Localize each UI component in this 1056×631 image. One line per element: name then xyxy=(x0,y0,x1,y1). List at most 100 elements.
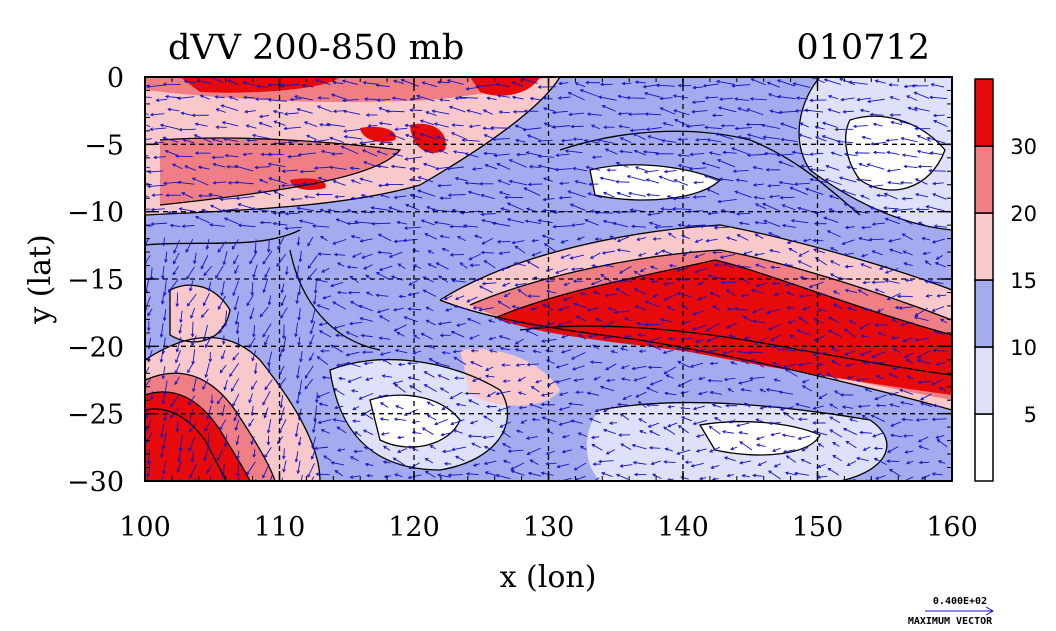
wind-vector-head xyxy=(655,83,660,88)
wind-vector-head xyxy=(676,268,681,272)
wind-vector-head xyxy=(572,279,577,284)
wind-vector-head xyxy=(932,348,937,353)
wind-vector-head xyxy=(297,391,302,396)
wind-vector xyxy=(181,192,193,199)
wind-vector-head xyxy=(490,126,494,130)
wind-vector-head xyxy=(469,336,473,340)
wind-vector xyxy=(330,344,343,353)
wind-vector-head xyxy=(335,218,340,222)
wind-vector-head xyxy=(874,79,879,83)
wind-vector-head xyxy=(673,179,678,183)
wind-vector-head xyxy=(638,418,643,422)
wind-vector-head xyxy=(264,386,268,391)
wind-vector xyxy=(707,139,722,143)
wind-vector-head xyxy=(139,95,142,98)
wind-vector-head xyxy=(380,432,385,436)
wind-vector xyxy=(523,187,541,196)
wind-vector-head xyxy=(738,430,743,435)
y-tick-label: −15 xyxy=(67,265,124,296)
wind-vector xyxy=(731,147,750,155)
wind-vector-head xyxy=(341,79,346,83)
wind-vector-head xyxy=(393,417,398,422)
wind-vector xyxy=(189,280,194,291)
wind-vector-head xyxy=(215,108,220,112)
wind-vector xyxy=(513,320,524,324)
wind-vector-head xyxy=(913,91,918,95)
wind-vector-head xyxy=(532,349,537,354)
wind-vector-head xyxy=(643,169,648,174)
wind-vector xyxy=(183,139,195,144)
wind-vector-head xyxy=(860,352,865,356)
wind-vector xyxy=(313,294,317,305)
wind-vector xyxy=(560,182,570,184)
wind-vector-head xyxy=(298,258,303,263)
wind-vector-head xyxy=(393,328,398,332)
wind-vector-head xyxy=(480,212,485,217)
wind-vector xyxy=(405,134,421,141)
wind-vector-head xyxy=(888,373,893,377)
wind-vector xyxy=(379,315,390,323)
wind-vector-head xyxy=(161,350,166,355)
wind-vector xyxy=(153,156,167,159)
wind-vector-head xyxy=(175,348,180,353)
wind-vector xyxy=(296,394,300,404)
wind-vector xyxy=(281,283,285,293)
wind-vector xyxy=(297,207,315,212)
wind-vector-head xyxy=(458,95,462,100)
wind-vector xyxy=(453,151,466,154)
wind-vector xyxy=(845,226,855,229)
wind-vector xyxy=(162,366,166,379)
wind-vector xyxy=(559,82,569,85)
wind-vector-head xyxy=(598,95,602,100)
wind-vector-head xyxy=(765,388,770,392)
wind-vector-head xyxy=(648,445,653,450)
wind-vector-head xyxy=(393,195,398,200)
wind-vector-head xyxy=(162,317,167,322)
wind-vector xyxy=(755,264,766,269)
wind-vector xyxy=(842,189,856,196)
wind-vector-head xyxy=(334,405,338,410)
wind-vector-head xyxy=(316,394,321,398)
wind-vector xyxy=(825,178,842,186)
wind-vector xyxy=(609,422,617,424)
wind-vector xyxy=(797,207,811,212)
wind-vector-head xyxy=(382,460,387,464)
wind-vector-head xyxy=(330,461,335,465)
wind-vector-head xyxy=(841,189,846,193)
wind-vector xyxy=(823,217,839,223)
wind-vector-head xyxy=(558,81,563,86)
wind-vector xyxy=(393,457,405,466)
wind-vector-head xyxy=(215,125,220,129)
wind-vector xyxy=(521,419,528,424)
wind-vector xyxy=(722,431,734,434)
wind-vector xyxy=(336,218,348,224)
wind-vector-head xyxy=(403,226,408,230)
wind-vector xyxy=(535,380,542,383)
wind-vector-head xyxy=(497,408,502,412)
wind-vector xyxy=(936,255,943,260)
wind-vector xyxy=(859,163,869,168)
wind-vector-head xyxy=(598,459,602,464)
wind-vector xyxy=(786,455,797,463)
wind-vector xyxy=(496,390,511,395)
wind-vector xyxy=(393,307,404,311)
wind-vector xyxy=(533,350,542,353)
wind-vector-head xyxy=(452,429,457,433)
wind-vector-head xyxy=(838,176,843,180)
wind-vector-head xyxy=(560,255,565,259)
wind-vector xyxy=(179,323,182,334)
wind-vector-head xyxy=(252,274,256,279)
wind-vector xyxy=(848,81,868,85)
wind-vector xyxy=(334,470,344,477)
wind-vector-head xyxy=(936,439,941,443)
wind-vector-head xyxy=(931,239,936,244)
wind-vector xyxy=(397,448,408,453)
wind-vector-head xyxy=(822,121,826,126)
wind-vector xyxy=(914,91,930,99)
wind-vector xyxy=(709,152,721,156)
wind-vector-head xyxy=(605,378,610,383)
wind-vector-head xyxy=(502,379,507,383)
wind-vector xyxy=(499,191,511,196)
wind-vector xyxy=(714,264,722,267)
wind-vector-head xyxy=(524,219,529,224)
